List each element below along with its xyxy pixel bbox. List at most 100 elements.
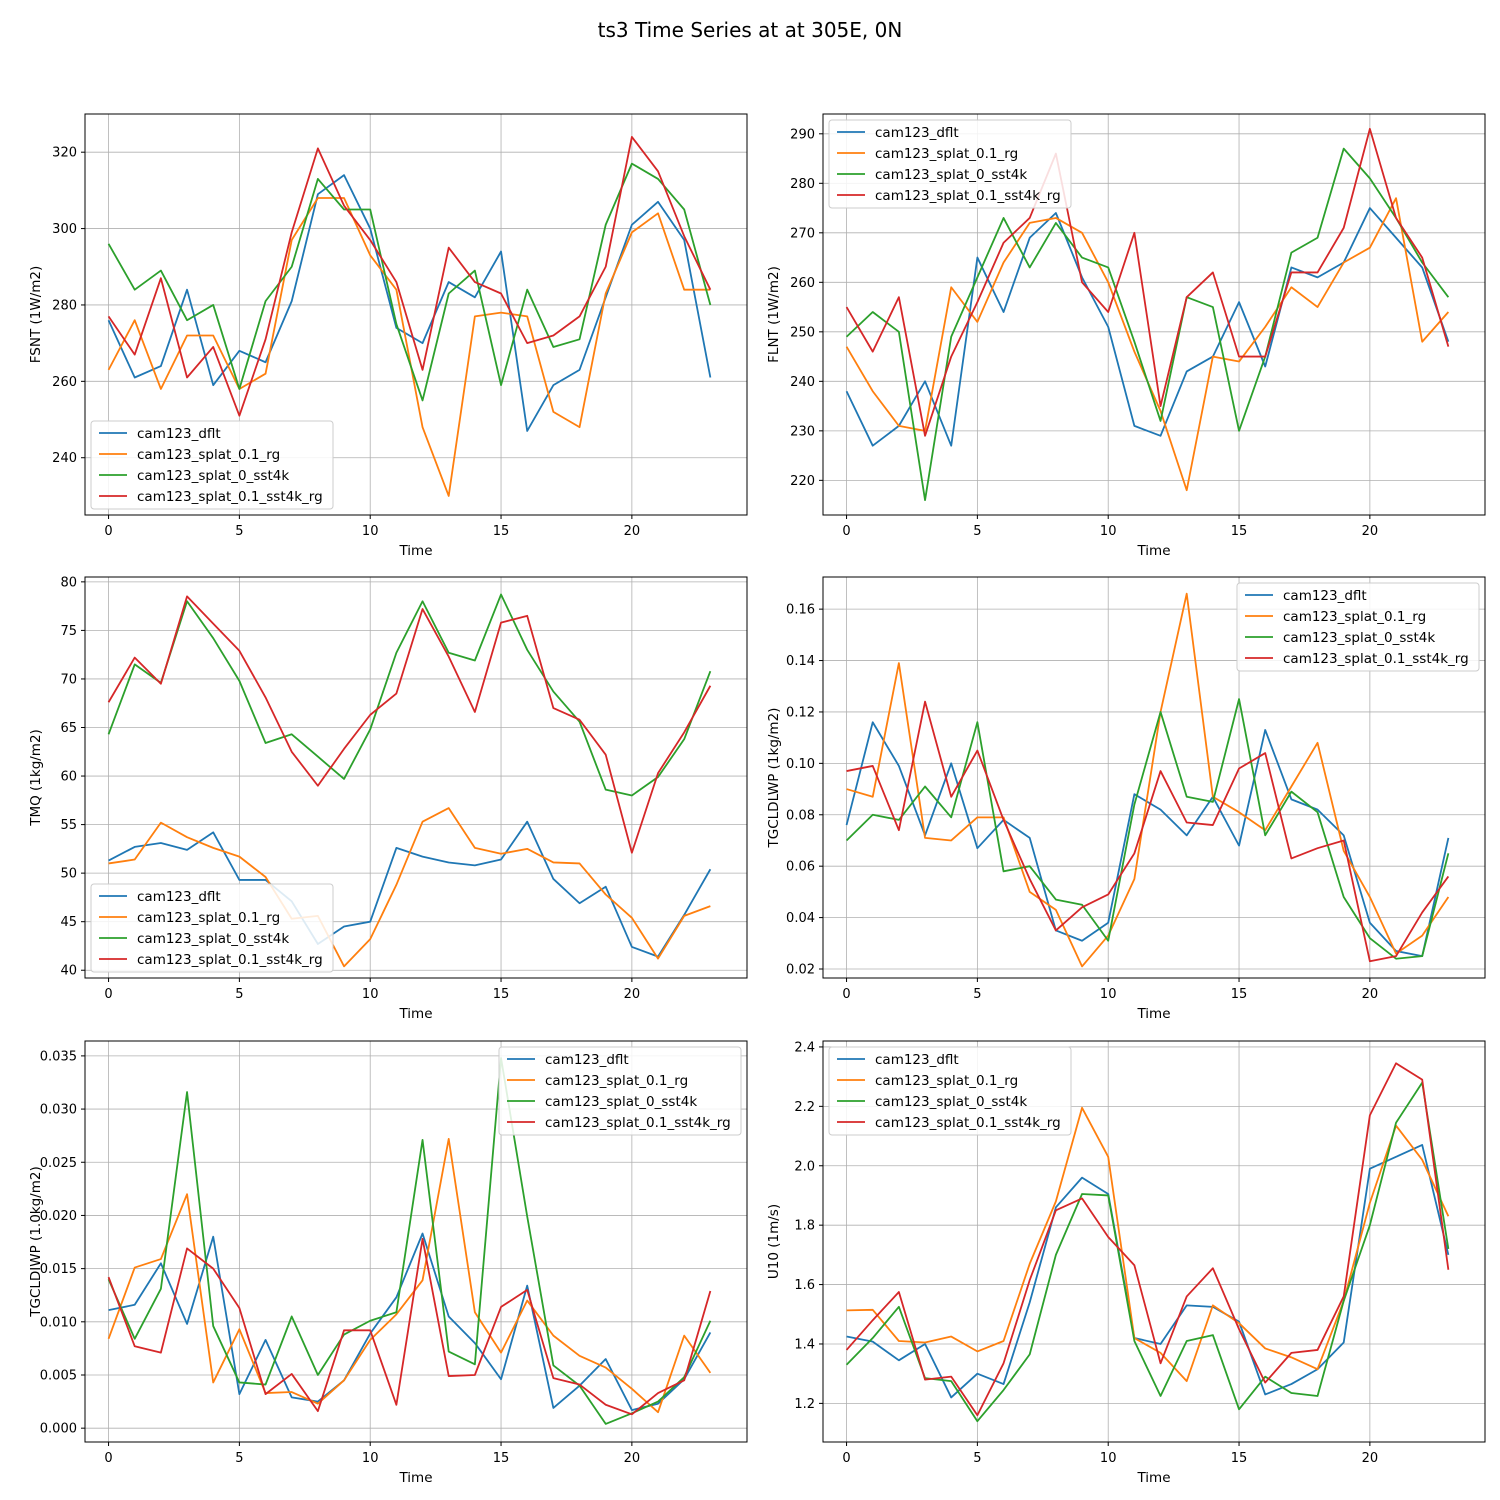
x-axis-label: Time [398, 1470, 432, 1486]
legend-label: cam123_dflt [137, 889, 221, 905]
x-axis-label: Time [398, 543, 432, 559]
y-tick-label: 0.025 [40, 1156, 77, 1171]
y-tick-label: 2.0 [794, 1159, 815, 1174]
chart-panel-3: 0 5 10 15 20 40 45 50 55 60 65 70 75 80 Time TMQ (1kg/m… [28, 575, 748, 1022]
x-tick-label: 15 [1231, 987, 1248, 1002]
y-tick-label: 0.035 [40, 1049, 77, 1064]
legend-box [1236, 582, 1480, 672]
legend-label: cam123_splat_0_sst4k [137, 931, 289, 947]
x-tick-label: 5 [973, 987, 981, 1002]
y-tick-label: 0.10 [786, 757, 815, 772]
y-tick-label: 0.030 [40, 1103, 77, 1118]
series-line-cam123_splat_0.1_rg [107, 1137, 712, 1414]
series-line-cam123_splat_0.1_sst4k_rg [107, 595, 712, 854]
x-tick-label: 20 [1362, 524, 1379, 539]
series-line-cam123_dflt [108, 1232, 712, 1411]
y-tick-label: 260 [790, 276, 815, 291]
legend: cam123_dflt cam123_splat_0.1_rg cam123_spl… [1236, 582, 1480, 672]
legend-label: cam123_splat_0.1_sst4k_rg [875, 1115, 1061, 1131]
legend-label: cam123_splat_0.1_sst4k_rg [137, 489, 323, 505]
legend: cam123_dflt cam123_splat_0.1_rg cam123_spl… [828, 1046, 1072, 1136]
chart-panel-5: 0 5 10 15 20 0.000 0.005 0.010 0.015 0.020 0.025 0.… [28, 1040, 748, 1486]
series-line-cam123_splat_0_sst4k [845, 147, 1450, 502]
y-tick-label: 0.010 [40, 1315, 77, 1330]
axes-frame [822, 113, 1486, 516]
y-tick-label: 45 [60, 915, 77, 930]
x-tick-label: 0 [842, 1451, 850, 1466]
x-tick-label: 10 [1100, 1451, 1117, 1466]
legend-label: cam123_splat_0.1_rg [137, 910, 280, 926]
legend-label: cam123_splat_0.1_rg [137, 447, 280, 463]
x-tick-label: 0 [842, 987, 850, 1002]
y-tick-label: 0.14 [786, 654, 815, 669]
chart-panel-1: 0 5 10 15 20 240 260 280 300 320 Time FSNT (1W/m2) c… [28, 113, 748, 559]
y-tick-label: 0.020 [40, 1209, 77, 1224]
y-tick-label: 40 [60, 964, 77, 979]
y-tick-label: 320 [52, 146, 77, 161]
x-tick-label: 15 [493, 987, 510, 1002]
x-tick-label: 20 [1362, 987, 1379, 1002]
legend-label: cam123_splat_0.1_sst4k_rg [137, 952, 323, 968]
y-tick-label: 250 [790, 325, 815, 340]
y-tick-label: 0.06 [786, 860, 815, 875]
legend: cam123_dflt cam123_splat_0.1_rg cam123_spl… [90, 883, 334, 973]
x-tick-label: 10 [1100, 524, 1117, 539]
y-tick-label: 0.16 [786, 603, 815, 618]
series-line-cam123_splat_0_sst4k [107, 162, 712, 402]
axes-frame [84, 576, 748, 979]
series-line-cam123_splat_0.1_rg [108, 807, 711, 968]
y-tick-label: 0.08 [786, 808, 815, 823]
y-tick-label: 50 [60, 867, 77, 882]
series-line-cam123_splat_0_sst4k [845, 698, 1450, 960]
legend-label: cam123_dflt [137, 426, 221, 442]
x-tick-label: 10 [362, 524, 379, 539]
series-line-cam123_splat_0.1_sst4k_rg [845, 1062, 1450, 1417]
y-axis-label: FLNT (1W/m2) [766, 266, 782, 363]
legend-label: cam123_splat_0.1_rg [1283, 609, 1426, 625]
x-tick-label: 15 [493, 524, 510, 539]
y-tick-label: 70 [60, 672, 77, 687]
y-tick-label: 280 [52, 298, 77, 313]
legend-label: cam123_splat_0.1_rg [875, 146, 1018, 162]
legend-label: cam123_splat_0.1_sst4k_rg [875, 188, 1061, 204]
x-tick-label: 10 [1100, 987, 1117, 1002]
y-tick-label: 60 [60, 770, 77, 785]
axes-frame [822, 576, 1486, 979]
chart-panel-2: 0 5 10 15 20 220 230 240 250 260 270 280 290 Time FLNT… [766, 113, 1486, 559]
x-tick-label: 0 [104, 524, 112, 539]
series-line-cam123_splat_0_sst4k [107, 593, 712, 797]
x-tick-label: 20 [624, 524, 641, 539]
y-tick-label: 300 [52, 222, 77, 237]
x-axis-label: Time [1136, 1006, 1170, 1022]
axes-frame [84, 113, 748, 516]
y-tick-label: 1.8 [794, 1219, 815, 1234]
legend: cam123_dflt cam123_splat_0.1_rg cam123_spl… [90, 420, 334, 510]
y-tick-label: 290 [790, 127, 815, 142]
y-tick-label: 240 [790, 375, 815, 390]
y-tick-label: 1.6 [794, 1278, 815, 1293]
x-tick-label: 5 [235, 987, 243, 1002]
x-tick-label: 0 [104, 1451, 112, 1466]
y-tick-label: 75 [60, 624, 77, 639]
y-tick-label: 0.000 [40, 1422, 77, 1437]
axes-frame [84, 1040, 748, 1443]
x-tick-label: 5 [973, 1451, 981, 1466]
legend-label: cam123_splat_0_sst4k [137, 468, 289, 484]
series-line-cam123_splat_0.1_sst4k_rg [846, 700, 1450, 963]
y-axis-label: TGCLDLWP (1kg/m2) [766, 708, 782, 849]
y-tick-label: 260 [52, 375, 77, 390]
y-axis-label: FSNT (1W/m2) [28, 266, 44, 364]
legend-label: cam123_splat_0_sst4k [875, 1094, 1027, 1110]
y-axis-label: TMQ (1kg/m2) [28, 729, 44, 827]
y-tick-label: 1.2 [794, 1397, 815, 1412]
x-tick-label: 20 [1362, 1451, 1379, 1466]
x-tick-label: 15 [1231, 524, 1248, 539]
y-tick-label: 240 [52, 451, 77, 466]
legend-label: cam123_splat_0_sst4k [875, 167, 1027, 183]
y-tick-label: 2.2 [794, 1100, 815, 1115]
legend-label: cam123_splat_0_sst4k [1283, 630, 1435, 646]
legend-box [498, 1046, 742, 1136]
legend: cam123_dflt cam123_splat_0.1_rg cam123_spl… [828, 119, 1072, 209]
legend-box [828, 1046, 1072, 1136]
